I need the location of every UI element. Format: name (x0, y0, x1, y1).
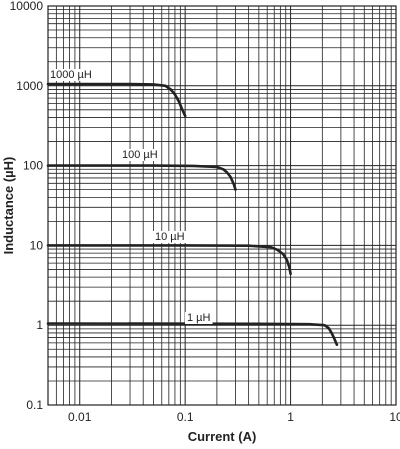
y-tick-label: 0.1 (26, 398, 43, 412)
series-line-4 (46, 322, 339, 346)
series-label-1: 1000 µH (50, 69, 92, 81)
x-axis-title: Current (A) (188, 429, 257, 444)
y-tick-label: 10000 (10, 0, 44, 13)
x-tick-label: 0.1 (177, 410, 194, 424)
series-label-background (120, 149, 160, 161)
series-labels: 1000 µH 100 µH 10 µH 1 µH (48, 69, 213, 324)
x-tick-label: 10 (389, 410, 400, 424)
tick-labels: 0.01 0.1 1 10 0.1 1 10 100 1000 10000 (10, 0, 400, 424)
series-line-3 (46, 244, 292, 276)
y-tick-label: 100 (23, 159, 43, 173)
x-tick-label: 1 (287, 410, 294, 424)
series-label-background (48, 69, 94, 81)
series-label-background (185, 312, 213, 324)
curves (46, 82, 339, 346)
grid (47, 5, 397, 406)
y-axis-title: Inductance (µH) (1, 157, 16, 255)
series-line-1 (46, 82, 187, 118)
y-tick-label: 1 (36, 318, 43, 332)
series-label-background (153, 231, 187, 243)
series-label-3: 10 µH (155, 231, 185, 243)
plot-frame (47, 5, 397, 406)
y-tick-label: 10 (30, 238, 44, 252)
series-line-2 (46, 164, 237, 191)
y-tick-label: 1000 (16, 79, 43, 93)
series-label-4: 1 µH (187, 312, 211, 324)
series-label-2: 100 µH (122, 149, 158, 161)
x-tick-label: 0.01 (68, 410, 92, 424)
